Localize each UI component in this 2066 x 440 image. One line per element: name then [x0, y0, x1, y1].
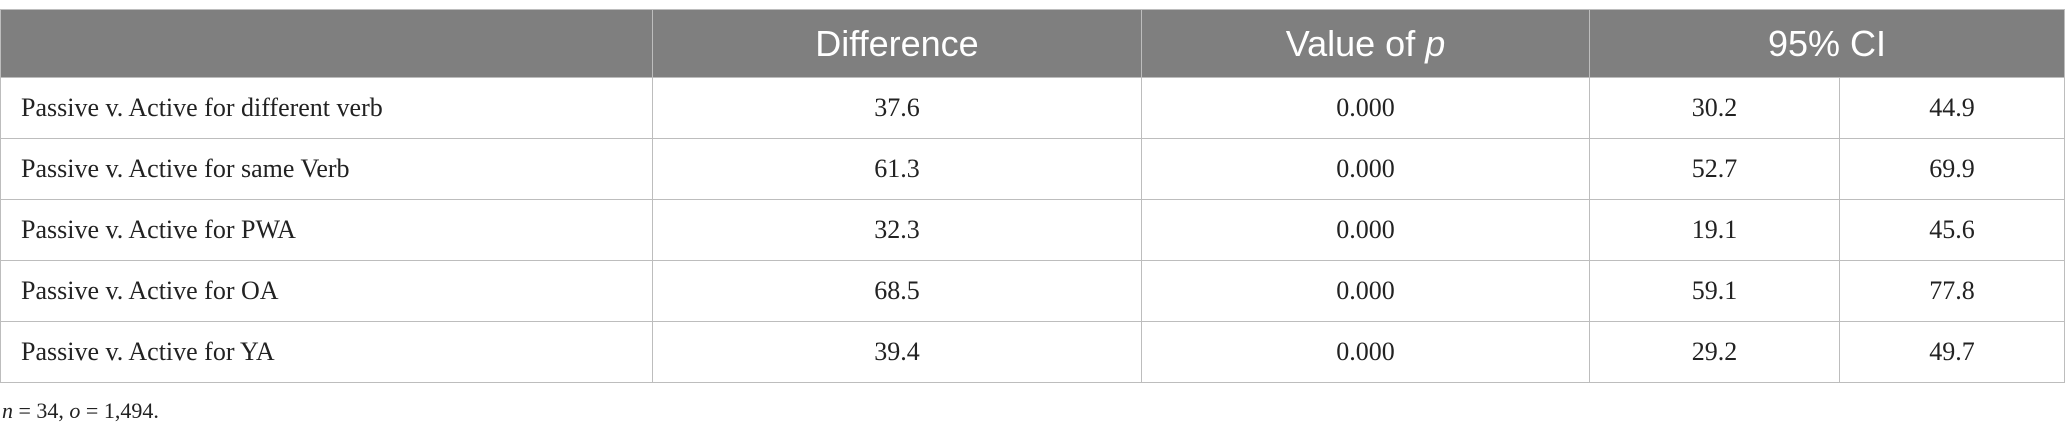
row-label: Passive v. Active for OA — [0, 260, 653, 322]
row-label: Passive v. Active for PWA — [0, 199, 653, 261]
table-row: Passive v. Active for YA 39.4 0.000 29.2 49.… — [0, 321, 2065, 383]
table-row: Passive v. Active for OA 68.5 0.000 59.1 77.… — [0, 260, 2065, 322]
cell: 39.4 — [652, 321, 1142, 383]
cell: 0.000 — [1141, 138, 1590, 200]
header-symbol: p — [1425, 22, 1446, 64]
cell: 45.6 — [1839, 199, 2065, 261]
row-label: Passive v. Active for same Verb — [0, 138, 653, 200]
header-text: Value of — [1285, 22, 1426, 64]
cell: 37.6 — [652, 77, 1142, 139]
row-label: Passive v. Active for YA — [0, 321, 653, 383]
cell: 0.000 — [1141, 199, 1590, 261]
table-body: Passive v. Active for different verb 37.6… — [0, 77, 2065, 383]
cell: 30.2 — [1589, 77, 1840, 139]
footnote-symbol: o — [69, 398, 81, 423]
header-cell — [0, 9, 653, 78]
cell: 44.9 — [1839, 77, 2065, 139]
header-cell: Value of p — [1141, 9, 1590, 78]
table-row: Passive v. Active for different verb 37.6… — [0, 77, 2065, 139]
header-row: Difference Value of p 95% CI — [0, 9, 2065, 78]
footnote: n = 34, o = 1,494. — [2, 398, 159, 424]
cell: 69.9 — [1839, 138, 2065, 200]
table-row: Passive v. Active for same Verb 61.3 0.000… — [0, 138, 2065, 200]
cell: 68.5 — [652, 260, 1142, 322]
cell: 59.1 — [1589, 260, 1840, 322]
cell: 49.7 — [1839, 321, 2065, 383]
footnote-symbol: n — [2, 398, 13, 423]
cell: 77.8 — [1839, 260, 2065, 322]
header-cell: 95% CI — [1589, 9, 2065, 78]
header-cell: Difference — [652, 9, 1142, 78]
cell: 52.7 — [1589, 138, 1840, 200]
cell: 29.2 — [1589, 321, 1840, 383]
cell: 0.000 — [1141, 321, 1590, 383]
footnote-text: = 34, — [13, 398, 70, 423]
table-row: Passive v. Active for PWA 32.3 0.000 19.1 45… — [0, 199, 2065, 261]
row-label: Passive v. Active for different verb — [0, 77, 653, 139]
cell: 61.3 — [652, 138, 1142, 200]
cell: 0.000 — [1141, 77, 1590, 139]
cell: 0.000 — [1141, 260, 1590, 322]
cell: 19.1 — [1589, 199, 1840, 261]
cell: 32.3 — [652, 199, 1142, 261]
footnote-text: = 1,494. — [80, 398, 159, 423]
results-table: Difference Value of p 95% CI Passive v. … — [0, 9, 2065, 383]
